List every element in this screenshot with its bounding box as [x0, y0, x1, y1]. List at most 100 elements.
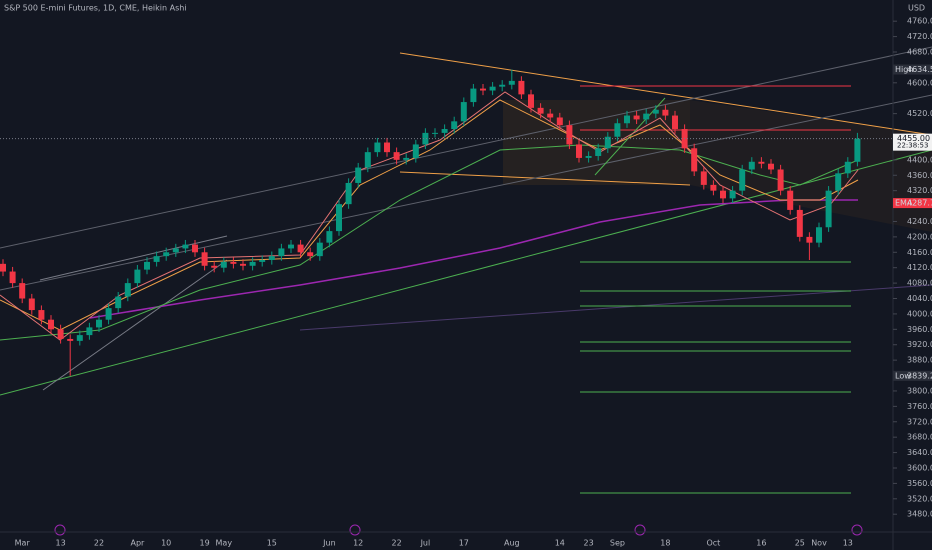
candle-body	[595, 148, 602, 156]
x-tick-label: 22	[94, 539, 104, 548]
candle-body	[384, 142, 390, 153]
countdown: 22:38:53	[897, 142, 928, 150]
candle-body	[288, 244, 294, 249]
x-tick-label: Nov	[811, 539, 827, 548]
channel-line	[0, 46, 932, 249]
candle-body	[28, 298, 35, 311]
trendline	[39, 235, 228, 281]
event-marker[interactable]	[349, 524, 361, 536]
candle-body	[624, 115, 630, 124]
x-tick-label: 22	[392, 539, 402, 548]
candle-body	[134, 269, 141, 284]
price-label-name: High	[895, 65, 913, 74]
event-marker[interactable]	[54, 524, 66, 536]
candle-body	[528, 94, 534, 108]
y-tick-label: 3880.00	[907, 356, 932, 365]
candle-body	[787, 190, 794, 210]
y-tick-label: 4360.00	[907, 171, 932, 180]
x-tick-label: 23	[584, 539, 594, 548]
candle-body	[508, 80, 515, 85]
y-tick-label: 4000.00	[907, 309, 932, 318]
candle-body	[67, 338, 74, 341]
trendline	[399, 52, 932, 136]
event-marker[interactable]	[851, 524, 863, 536]
candle-body	[336, 204, 342, 232]
x-tick-label: 17	[459, 539, 469, 548]
y-tick-label: 4040.00	[907, 294, 932, 303]
y-tick-label: 4720.00	[907, 32, 932, 41]
candle-body	[480, 88, 486, 91]
candle-body	[720, 190, 726, 199]
y-tick-label: 4400.00	[907, 155, 932, 164]
candle-body	[470, 88, 477, 103]
y-tick-label: 4760.00	[907, 17, 932, 26]
candle-body	[854, 138, 861, 162]
last-price-label: 4455.00	[897, 134, 930, 143]
trendline	[42, 259, 228, 391]
candle-body	[0, 263, 6, 272]
x-tick-label: Apr	[130, 539, 145, 548]
chart-title: S&P 500 E-mini Futures, 1D, CME, Heikin …	[4, 4, 187, 13]
y-tick-label: 4240.00	[907, 217, 932, 226]
x-tick-label: Sep	[610, 539, 625, 548]
candle-body	[432, 132, 438, 134]
candle-body	[240, 263, 246, 266]
y-tick-label: 4680.00	[907, 47, 932, 56]
candle-body	[403, 157, 410, 160]
price-label-box	[893, 370, 932, 381]
x-tick-label: 18	[660, 539, 670, 548]
candle-body	[307, 252, 314, 257]
candle-body	[556, 117, 563, 126]
x-tick-label: Oct	[706, 539, 720, 548]
candle-body	[144, 261, 150, 270]
y-tick-label: 3760.00	[907, 402, 932, 411]
event-marker[interactable]	[634, 524, 646, 536]
candle-body	[806, 236, 813, 243]
y-tick-label: 3560.00	[907, 479, 932, 488]
y-tick-label: 3640.00	[907, 448, 932, 457]
candle-body	[835, 173, 842, 191]
y-tick-label: 3960.00	[907, 325, 932, 334]
candle-body	[489, 86, 496, 91]
candle-body	[345, 182, 352, 205]
x-tick-label: 16	[756, 539, 766, 548]
candle-body	[297, 244, 304, 253]
candle-body	[374, 142, 381, 153]
ma-line	[0, 91, 859, 341]
candle-body	[163, 252, 170, 257]
trendline	[399, 171, 691, 186]
y-tick-label: 4200.00	[907, 232, 932, 241]
candle-body	[249, 261, 256, 266]
trendline	[0, 149, 932, 396]
y-tick-label: 4080.00	[907, 279, 932, 288]
y-tick-label: 4600.00	[907, 78, 932, 87]
candle-body	[441, 129, 448, 133]
candle-body	[691, 148, 698, 172]
candle-body	[652, 109, 659, 114]
y-tick-label: 3720.00	[907, 417, 932, 426]
candle-body	[643, 113, 650, 120]
candle-body	[355, 167, 362, 183]
y-tick-label: 3480.00	[907, 510, 932, 519]
candle-body	[9, 271, 16, 284]
currency: USD	[908, 4, 925, 13]
candle-body	[768, 163, 774, 170]
candle-body	[326, 231, 333, 243]
ma-line	[0, 99, 859, 331]
candle-body	[614, 123, 621, 137]
candle-body	[499, 84, 506, 87]
candle-body	[844, 161, 851, 174]
y-tick-label: 3800.00	[907, 386, 932, 395]
candle-body	[739, 169, 746, 191]
y-tick-label: 3520.00	[907, 494, 932, 503]
x-tick-label: 15	[267, 539, 277, 548]
candle-body	[604, 136, 611, 149]
y-tick-label: 4160.00	[907, 248, 932, 257]
candle-body	[48, 319, 54, 330]
candle-body	[211, 265, 218, 268]
candle-body	[585, 155, 592, 158]
candle-body	[57, 329, 64, 339]
price-label-name: Low	[895, 371, 911, 380]
